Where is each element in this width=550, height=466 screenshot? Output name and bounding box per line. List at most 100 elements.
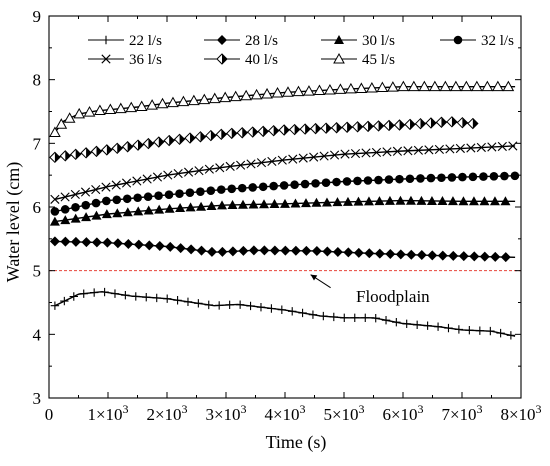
data-point: [261, 87, 273, 99]
data-point: [152, 293, 161, 303]
data-point: [132, 176, 142, 186]
data-point: [185, 202, 196, 212]
data-point: [80, 147, 92, 159]
data-point: [258, 182, 268, 192]
data-point: [387, 81, 399, 92]
data-point: [465, 325, 474, 335]
y-tick-label: 7: [33, 134, 42, 153]
legend-item: 45 l/s: [321, 52, 395, 68]
data-point: [63, 112, 76, 123]
x-tick-label: 2×103: [146, 402, 187, 424]
data-point: [104, 103, 117, 115]
data-point: [342, 177, 352, 186]
data-point: [506, 331, 516, 340]
data-point: [439, 80, 452, 92]
data-point: [341, 121, 353, 133]
data-point: [427, 250, 438, 261]
data-point: [321, 197, 332, 207]
data-point: [426, 173, 436, 183]
data-point: [238, 245, 249, 256]
data-point: [101, 144, 113, 156]
data-point: [447, 196, 458, 206]
legend-marker: [453, 35, 463, 45]
data-point: [110, 289, 120, 298]
data-point: [383, 119, 395, 132]
data-point: [363, 176, 373, 185]
data-point: [416, 195, 427, 205]
data-point: [89, 288, 99, 297]
data-point: [355, 82, 368, 93]
data-point: [196, 245, 207, 256]
data-point: [342, 196, 353, 206]
data-point: [121, 141, 134, 153]
data-point: [353, 196, 364, 206]
data-point: [269, 245, 280, 256]
data-point: [267, 304, 276, 313]
data-point: [235, 300, 245, 309]
data-point: [250, 88, 263, 100]
data-point: [311, 179, 320, 188]
data-point: [185, 188, 195, 197]
data-point: [350, 148, 361, 159]
legend-label: 36 l/s: [129, 52, 162, 68]
data-point: [479, 196, 490, 206]
data-point: [469, 251, 480, 262]
data-point: [433, 322, 443, 331]
data-point: [256, 303, 266, 312]
data-point: [133, 239, 144, 250]
data-point: [353, 247, 364, 258]
data-point: [361, 313, 370, 322]
data-point: [102, 196, 111, 206]
data-point: [81, 212, 92, 222]
data-point: [135, 100, 148, 111]
data-point: [372, 120, 385, 132]
data-point: [259, 199, 270, 209]
data-point: [50, 301, 60, 310]
data-point: [69, 292, 78, 301]
data-point: [418, 80, 431, 92]
data-point: [162, 294, 172, 303]
data-point: [424, 145, 434, 155]
data-point: [404, 118, 416, 131]
data-point: [475, 326, 485, 335]
legend-label: 30 l/s: [362, 33, 395, 49]
data-point: [143, 192, 153, 202]
data-point: [395, 195, 406, 205]
data-point: [510, 171, 520, 181]
annotation-label: Floodplain: [356, 287, 430, 306]
legend-item: 28 l/s: [204, 33, 278, 49]
data-point: [381, 316, 391, 325]
x-axis-title: Time (s): [266, 432, 327, 453]
legend-item: 22 l/s: [88, 33, 162, 49]
data-point: [416, 174, 425, 183]
data-point: [353, 176, 362, 186]
legend: 22 l/s 28 l/s 30 l/s 32 l/s 36 l/s 40 l/s 45 l…: [88, 33, 514, 68]
data-point: [481, 80, 494, 92]
data-point: [454, 325, 464, 334]
data-point: [59, 150, 72, 162]
data-point: [246, 301, 255, 311]
x-tick-label: 4×103: [264, 402, 305, 424]
data-point: [173, 169, 183, 179]
data-point: [121, 290, 130, 300]
data-point: [489, 196, 500, 206]
data-point: [206, 186, 216, 195]
data-point: [175, 243, 186, 254]
data-point: [322, 246, 333, 257]
data-point: [206, 246, 217, 257]
data-point: [164, 203, 175, 213]
data-point: [332, 246, 343, 257]
data-point: [412, 320, 422, 329]
legend-marker: [101, 35, 111, 45]
data-point: [470, 80, 483, 92]
x-tick-label: 5×103: [323, 402, 364, 424]
data-point: [458, 172, 467, 182]
series-36-l-s: [50, 141, 518, 204]
y-axis-title: Water level (cm): [3, 162, 24, 282]
data-point: [364, 248, 375, 259]
data-point: [112, 238, 123, 249]
data-point: [279, 181, 289, 190]
data-point: [363, 196, 374, 206]
data-point: [259, 245, 270, 256]
data-point: [405, 174, 415, 184]
